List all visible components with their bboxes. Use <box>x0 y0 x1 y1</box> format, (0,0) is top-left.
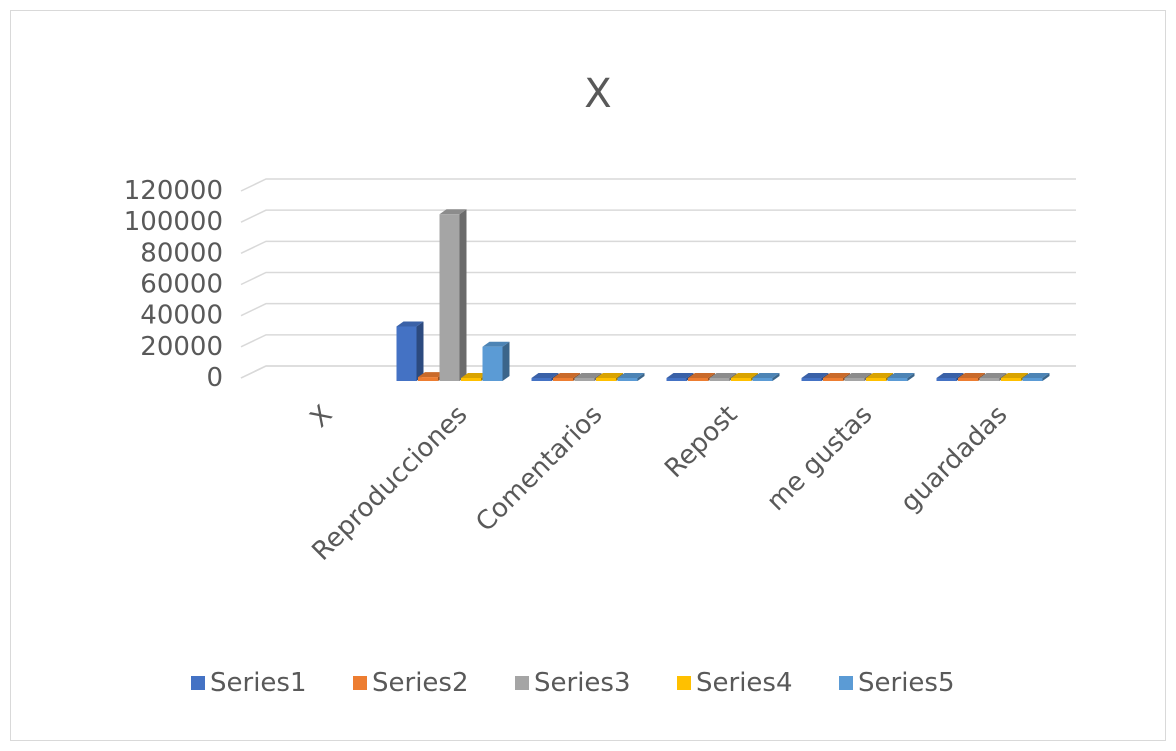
legend-swatch <box>677 676 691 690</box>
legend-label: Series3 <box>534 668 631 698</box>
bar <box>1022 373 1050 381</box>
gridline <box>240 271 1076 286</box>
legend-label: Series1 <box>210 668 307 698</box>
legend-label: Series4 <box>696 668 793 698</box>
y-tick-label: 0 <box>206 363 223 393</box>
y-tick-label: 20000 <box>140 332 223 362</box>
floor-line <box>240 365 1076 379</box>
gridline <box>240 240 1076 255</box>
legend-swatch <box>191 676 205 690</box>
y-tick-label: 80000 <box>140 238 223 268</box>
bars <box>396 209 1050 381</box>
bar <box>482 341 510 381</box>
gridline <box>240 302 1076 317</box>
x-tick-label: Repost <box>659 400 743 484</box>
y-tick-label: 40000 <box>140 301 223 331</box>
legend-swatch <box>515 676 529 690</box>
legend-swatch <box>353 676 367 690</box>
x-tick-label: guardadas <box>895 400 1013 518</box>
bar <box>617 373 645 381</box>
y-tick-label: 120000 <box>124 176 223 206</box>
y-tick-label: 60000 <box>140 270 223 300</box>
bar <box>439 209 467 381</box>
chart-title: X <box>584 71 611 117</box>
legend-label: Series2 <box>372 668 469 698</box>
legend-swatch <box>839 676 853 690</box>
legend: Series1 Series2 Series3 Series4 Series5 <box>191 668 955 698</box>
y-tick-label: 100000 <box>124 207 223 237</box>
x-tick-label: Comentarios <box>470 400 608 538</box>
bar <box>887 373 915 381</box>
grid-lines <box>240 178 1076 379</box>
gridline <box>240 178 1076 192</box>
bar <box>396 321 424 381</box>
x-tick-label: me gustas <box>761 400 878 517</box>
x-tick-label: X <box>305 400 339 434</box>
chart-frame: X 120000 100000 80000 60000 40000 20000 0 X Rep… <box>10 10 1166 741</box>
gridline <box>240 209 1076 223</box>
legend-label: Series5 <box>858 668 955 698</box>
gridline <box>240 334 1076 348</box>
bar <box>752 373 780 381</box>
